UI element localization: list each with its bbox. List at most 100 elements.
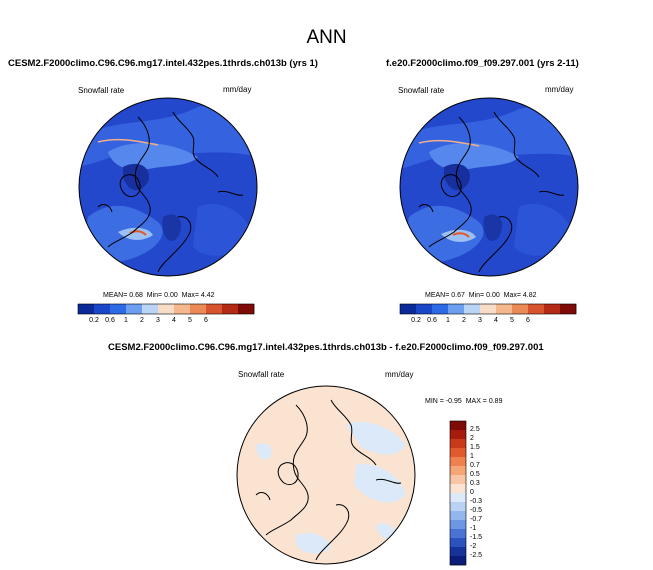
left-colorbar-tick-label: 1 <box>124 317 128 324</box>
left-units-label: mm/day <box>223 85 252 94</box>
right-colorbar-swatch <box>496 304 513 314</box>
left-colorbar-swatch <box>110 304 127 314</box>
left-colorbar-swatch <box>238 304 255 314</box>
difference-colorbar-swatch <box>450 547 466 557</box>
difference-colorbar-swatch <box>450 430 466 440</box>
left-stats: MEAN= 0.68 Min= 0.00 Max= 4.42 <box>103 292 215 299</box>
right-colorbar-tick-label: 0.2 <box>411 317 421 324</box>
difference-polar-map <box>236 385 416 565</box>
difference-max-label: MAX = <box>465 398 487 405</box>
right-case-title: f.e20.F2000climo.f09_f09.297.001 (yrs 2-… <box>386 58 579 69</box>
difference-colorbar-tick-label: -0.5 <box>470 506 483 514</box>
right-colorbar-tick-label: 1 <box>446 317 450 324</box>
right-stats: MEAN= 0.67 Min= 0.00 Max= 4.82 <box>425 292 537 299</box>
right-colorbar-tick-label: 5 <box>510 317 514 324</box>
difference-colorbar-tick-label: 1 <box>470 452 474 460</box>
difference-colorbar-tick-label: 0.5 <box>470 470 480 478</box>
right-colorbar-tick-label: 6 <box>526 317 530 324</box>
difference-colorbar-tick-label: -1.5 <box>470 533 483 541</box>
left-colorbar-swatch <box>206 304 223 314</box>
difference-colorbar-tick-label: 1.5 <box>470 443 480 451</box>
right-colorbar-tick-label: 4 <box>494 317 498 324</box>
right-min-value: 0.00 <box>486 292 500 299</box>
page-title: ANN <box>306 27 347 48</box>
left-polar-map <box>78 97 258 277</box>
difference-colorbar-swatch <box>450 457 466 467</box>
left-colorbar-labels: 0.2 0.6 1 2 3 4 5 6 <box>78 317 254 327</box>
left-colorbar-tick-label: 4 <box>172 317 176 324</box>
difference-min-value: -0.95 <box>445 398 462 405</box>
right-colorbar-swatch <box>560 304 577 314</box>
left-colorbar-swatch <box>174 304 191 314</box>
right-colorbar-swatch <box>400 304 417 314</box>
difference-stats: MIN = -0.95 MAX = 0.89 <box>425 398 502 405</box>
difference-colorbar-swatch <box>450 466 466 476</box>
left-colorbar-tick-label: 0.6 <box>105 317 115 324</box>
left-colorbar-swatch <box>94 304 111 314</box>
left-variable-label: Snowfall rate <box>78 86 125 95</box>
difference-colorbar-swatch <box>450 511 466 521</box>
left-mean-value: 0.68 <box>129 292 143 299</box>
difference-colorbar-tick-label: -2 <box>470 542 477 550</box>
left-colorbar-swatch <box>158 304 175 314</box>
left-colorbar-swatch <box>126 304 143 314</box>
left-max-value: 4.42 <box>200 292 215 299</box>
left-mean-label: MEAN= <box>103 292 128 299</box>
right-units-label: mm/day <box>545 85 574 94</box>
right-colorbar-tick-label: 2 <box>462 317 466 324</box>
right-mean-value: 0.67 <box>451 292 465 299</box>
difference-colorbar-swatch <box>450 556 466 566</box>
left-min-value: 0.00 <box>164 292 178 299</box>
difference-colorbar-tick-label: 0 <box>470 488 474 496</box>
difference-colorbar-labels: 2.5 2 1.5 1 0.7 0.5 0.3 0 -0.3 -0.5 -0.7 -1 -1.5 -2 -2… <box>470 421 500 565</box>
difference-colorbar-swatch <box>450 439 466 449</box>
left-colorbar-tick-label: 6 <box>204 317 208 324</box>
difference-colorbar-swatch <box>450 520 466 530</box>
difference-colorbar-tick-label: -0.7 <box>470 515 483 523</box>
right-colorbar-tick-label: 0.6 <box>427 317 437 324</box>
right-colorbar-swatch <box>416 304 433 314</box>
difference-colorbar-swatch <box>450 493 466 503</box>
difference-max-value: 0.89 <box>488 398 503 405</box>
difference-colorbar-swatch <box>450 502 466 512</box>
difference-title: CESM2.F2000climo.C96.C96.mg17.intel.432p… <box>108 342 544 353</box>
left-case-title: CESM2.F2000climo.C96.C96.mg17.intel.432p… <box>8 58 318 69</box>
difference-units-label: mm/day <box>385 370 414 379</box>
left-min-label: Min= <box>146 292 163 299</box>
difference-colorbar-tick-label: -0.3 <box>470 497 483 505</box>
right-max-label: Max= <box>503 292 521 299</box>
left-colorbar-swatch <box>78 304 95 314</box>
right-colorbar-labels: 0.2 0.6 1 2 3 4 5 6 <box>400 317 576 327</box>
difference-colorbar-swatch <box>450 475 466 485</box>
right-variable-label: Snowfall rate <box>398 86 445 95</box>
difference-colorbar-tick-label: -1 <box>470 524 477 532</box>
right-colorbar <box>399 303 577 315</box>
right-colorbar-swatch <box>464 304 481 314</box>
right-max-value: 4.82 <box>522 292 537 299</box>
right-colorbar-swatch <box>432 304 449 314</box>
left-colorbar-swatch <box>222 304 239 314</box>
difference-colorbar-swatch <box>450 484 466 494</box>
right-colorbar-swatch <box>528 304 545 314</box>
difference-colorbar-tick-label: -2.5 <box>470 551 483 559</box>
difference-variable-label: Snowfall rate <box>238 370 285 379</box>
difference-colorbar-tick-label: 0.3 <box>470 479 480 487</box>
difference-colorbar-swatch <box>450 448 466 458</box>
left-max-label: Max= <box>181 292 199 299</box>
left-colorbar <box>77 303 255 315</box>
right-polar-map <box>399 97 579 277</box>
right-colorbar-swatch <box>448 304 465 314</box>
difference-colorbar-swatch <box>450 538 466 548</box>
right-colorbar-swatch <box>480 304 497 314</box>
difference-min-label: MIN = <box>425 398 444 405</box>
difference-colorbar-swatch <box>450 529 466 539</box>
left-colorbar-tick-label: 5 <box>188 317 192 324</box>
left-colorbar-tick-label: 3 <box>156 317 160 324</box>
difference-colorbar-tick-label: 2 <box>470 434 474 442</box>
difference-colorbar-tick-label: 2.5 <box>470 425 480 433</box>
difference-colorbar-swatch <box>450 421 466 431</box>
left-colorbar-tick-label: 0.2 <box>89 317 99 324</box>
right-mean-label: MEAN= <box>425 292 450 299</box>
difference-colorbar-tick-label: 0.7 <box>470 461 480 469</box>
left-colorbar-swatch <box>190 304 207 314</box>
